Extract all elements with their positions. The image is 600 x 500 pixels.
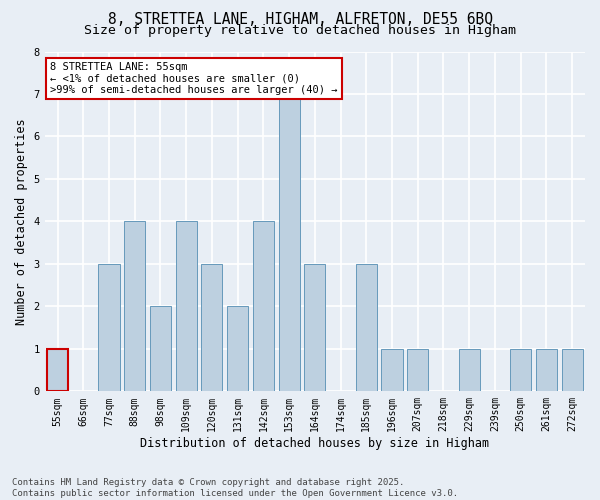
Bar <box>562 349 583 392</box>
Bar <box>458 349 480 392</box>
Text: Size of property relative to detached houses in Higham: Size of property relative to detached ho… <box>84 24 516 37</box>
Bar <box>150 306 171 392</box>
Bar <box>98 264 119 392</box>
Text: 8 STRETTEA LANE: 55sqm
← <1% of detached houses are smaller (0)
>99% of semi-det: 8 STRETTEA LANE: 55sqm ← <1% of detached… <box>50 62 338 95</box>
Bar <box>536 349 557 392</box>
Bar <box>510 349 531 392</box>
Y-axis label: Number of detached properties: Number of detached properties <box>15 118 28 324</box>
Text: 8, STRETTEA LANE, HIGHAM, ALFRETON, DE55 6BQ: 8, STRETTEA LANE, HIGHAM, ALFRETON, DE55… <box>107 12 493 28</box>
Bar <box>124 222 145 392</box>
Bar <box>356 264 377 392</box>
Bar <box>227 306 248 392</box>
Text: Contains HM Land Registry data © Crown copyright and database right 2025.
Contai: Contains HM Land Registry data © Crown c… <box>12 478 458 498</box>
Bar <box>202 264 223 392</box>
Bar <box>253 222 274 392</box>
Bar <box>47 349 68 392</box>
Bar <box>176 222 197 392</box>
Bar <box>304 264 325 392</box>
Bar <box>278 94 299 392</box>
Bar <box>382 349 403 392</box>
X-axis label: Distribution of detached houses by size in Higham: Distribution of detached houses by size … <box>140 437 490 450</box>
Bar <box>407 349 428 392</box>
